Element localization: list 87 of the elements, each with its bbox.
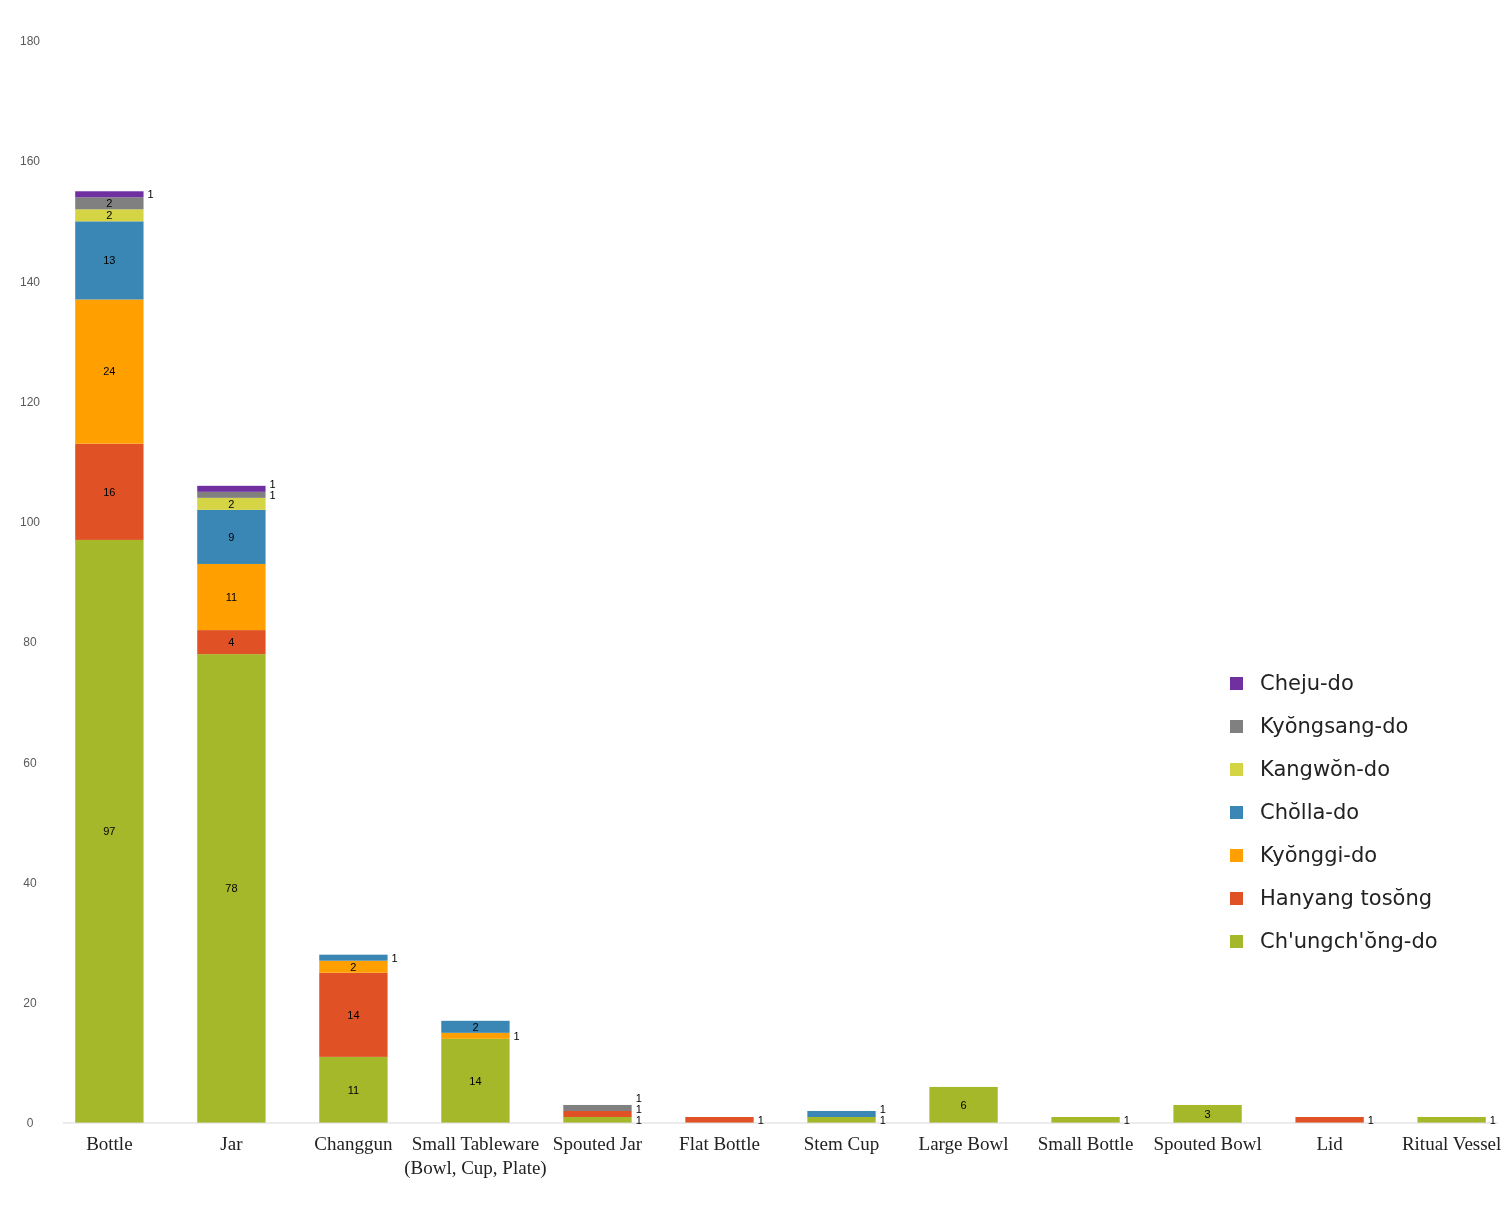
data-label: 6 — [960, 1098, 967, 1111]
data-label: 2 — [228, 497, 235, 510]
x-tick-label: Changgun — [314, 1133, 393, 1154]
data-label: 1 — [635, 1102, 642, 1115]
bar — [1173, 1104, 1242, 1123]
data-label: 11 — [225, 590, 238, 603]
bar — [75, 221, 144, 300]
data-label: 1 — [757, 1113, 764, 1126]
bar — [441, 1032, 510, 1039]
legend-label: Kyŏnggi-do — [1260, 843, 1378, 868]
data-label: 2 — [106, 197, 113, 210]
x-tick-label: Stem Cup — [803, 1133, 880, 1154]
data-label: 14 — [469, 1074, 482, 1087]
x-tick-label: Small Tableware (Bowl, Cup, Plate) — [404, 1133, 547, 1179]
data-label: 9 — [228, 530, 235, 543]
x-tick-label: Jar — [220, 1133, 244, 1154]
data-label: 13 — [103, 254, 116, 267]
data-label: 78 — [225, 882, 238, 895]
data-label: 24 — [103, 365, 116, 378]
y-tick-label: 180 — [19, 34, 41, 49]
bar — [441, 1038, 510, 1123]
data-label: 97 — [103, 825, 116, 838]
bar — [319, 1056, 388, 1123]
data-label: 1 — [147, 188, 154, 201]
legend-label: Kyŏngsang-do — [1260, 714, 1409, 739]
y-tick-label: 100 — [19, 515, 41, 530]
bar — [197, 485, 266, 492]
data-label: 1 — [1123, 1113, 1130, 1126]
legend-label: Kangwŏn-do — [1260, 757, 1390, 782]
data-label: 1 — [269, 477, 276, 490]
bar — [197, 509, 266, 564]
data-label: 2 — [106, 209, 113, 222]
legend-label: Cheju-do — [1260, 671, 1354, 696]
x-tick-label: Lid — [1316, 1133, 1344, 1154]
data-label: 11 — [347, 1083, 360, 1096]
x-tick-label: Large Bowl — [918, 1133, 1009, 1154]
bar — [563, 1110, 632, 1117]
bar — [807, 1110, 876, 1117]
y-tick-label: 60 — [23, 755, 37, 770]
y-tick-label: 160 — [19, 154, 41, 169]
data-label: 1 — [513, 1029, 520, 1042]
data-label: 3 — [1204, 1107, 1211, 1120]
bar — [197, 654, 266, 1123]
data-label: 1 — [635, 1113, 642, 1126]
x-tick-label: Small Bottle — [1037, 1133, 1134, 1154]
data-label: 2 — [350, 960, 357, 973]
bar — [563, 1104, 632, 1111]
data-label: 1 — [1489, 1113, 1496, 1126]
data-label: 1 — [879, 1113, 886, 1126]
bar — [319, 960, 388, 973]
data-label: 1 — [391, 951, 398, 964]
x-tick-label: Spouted Jar — [552, 1133, 643, 1154]
y-tick-label: 0 — [26, 1116, 34, 1131]
data-label: 1 — [635, 1091, 642, 1104]
bar — [441, 1020, 510, 1033]
x-tick-label: Ritual Vessel — [1401, 1133, 1502, 1154]
bar — [75, 443, 144, 540]
bar — [319, 954, 388, 961]
bar — [75, 299, 144, 444]
bar — [319, 972, 388, 1057]
data-label: 2 — [472, 1020, 479, 1033]
bar — [75, 191, 144, 198]
data-label: 16 — [103, 485, 116, 498]
data-label: 1 — [269, 488, 276, 501]
bar — [75, 209, 144, 222]
bar — [197, 630, 266, 655]
data-label: 1 — [1367, 1113, 1374, 1126]
bar — [197, 563, 266, 631]
y-tick-label: 80 — [23, 635, 37, 650]
x-tick-label: Flat Bottle — [679, 1133, 760, 1154]
y-tick-label: 20 — [23, 995, 37, 1010]
x-tick-label: Spouted Bowl — [1153, 1133, 1262, 1154]
data-label: 1 — [879, 1102, 886, 1115]
bar — [929, 1086, 998, 1123]
y-tick-label: 140 — [19, 274, 41, 289]
x-tick-label: Bottle — [86, 1133, 133, 1154]
data-label: 4 — [228, 635, 235, 648]
bar — [75, 539, 144, 1123]
bar — [197, 497, 266, 510]
y-tick-label: 120 — [19, 394, 41, 409]
bar — [197, 491, 266, 498]
data-label: 14 — [347, 1008, 360, 1021]
legend-label: Hanyang tosŏng — [1260, 886, 1433, 911]
legend-label: Ch'ungch'ŏng-do — [1260, 929, 1438, 954]
bar — [75, 197, 144, 210]
y-tick-label: 40 — [23, 875, 37, 890]
legend-label: Chŏlla-do — [1260, 800, 1360, 825]
